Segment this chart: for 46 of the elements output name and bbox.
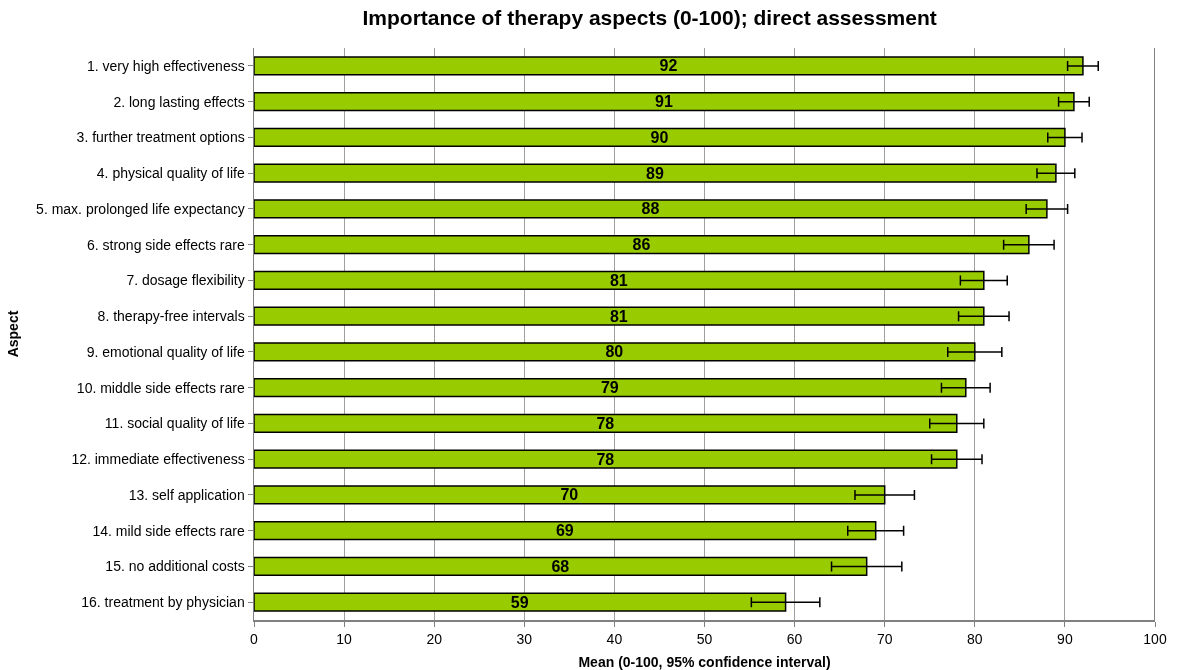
data-label: 92 xyxy=(659,57,678,75)
y-tick-label: 5. max. prolonged life expectancy xyxy=(36,200,245,217)
data-label: 90 xyxy=(650,128,669,146)
data-label: 78 xyxy=(596,450,615,468)
x-tick-label: 60 xyxy=(786,630,803,647)
x-tick-label: 90 xyxy=(1057,630,1073,647)
data-label: 91 xyxy=(655,93,673,111)
y-tick-label: 16. treatment by physician xyxy=(81,594,245,611)
y-tick-label: 7. dosage flexibility xyxy=(126,272,245,289)
data-label: 81 xyxy=(609,307,628,325)
data-label: 86 xyxy=(632,236,651,254)
y-tick-label: 10. middle side effects rare xyxy=(76,379,245,396)
y-tick-label: 6. strong side effects rare xyxy=(86,236,245,253)
data-label: 80 xyxy=(605,343,624,361)
x-tick-label: 80 xyxy=(967,630,983,647)
chart-title: Importance of therapy aspects (0-100); direct assessment xyxy=(362,5,937,29)
y-tick-label: 3. further treatment options xyxy=(76,129,245,146)
y-tick-label: 13. self application xyxy=(128,486,245,503)
x-axis-title: Mean (0-100, 95% confidence interval) xyxy=(578,654,831,670)
x-tick-label: 70 xyxy=(876,630,893,647)
data-label: 88 xyxy=(641,200,660,218)
y-tick-label: 14. mild side effects rare xyxy=(92,522,245,539)
y-tick-label: 15. no additional costs xyxy=(105,558,245,575)
data-label: 81 xyxy=(609,271,628,289)
data-label: 89 xyxy=(646,164,664,182)
data-label: 79 xyxy=(600,379,619,397)
x-tick-label: 40 xyxy=(606,630,623,647)
x-tick-label: 50 xyxy=(696,630,713,647)
x-tick-label: 100 xyxy=(1143,630,1167,647)
x-tick-label: 20 xyxy=(426,630,443,647)
x-tick-label: 10 xyxy=(336,630,353,647)
y-tick-label: 12. immediate effectiveness xyxy=(71,451,245,468)
y-axis-title: Aspect xyxy=(4,310,21,358)
y-tick-label: 4. physical quality of life xyxy=(96,165,245,182)
data-label: 68 xyxy=(551,557,570,575)
y-tick-label: 11. social quality of life xyxy=(104,415,245,432)
y-tick-label: 8. therapy-free intervals xyxy=(97,308,245,325)
data-label: 69 xyxy=(555,522,574,540)
data-label: 70 xyxy=(560,486,579,504)
data-label: 78 xyxy=(596,414,615,432)
y-tick-label: 9. emotional quality of life xyxy=(86,343,245,360)
x-tick-label: 30 xyxy=(516,630,533,647)
data-label: 59 xyxy=(510,593,529,611)
y-tick-label: 2. long lasting effects xyxy=(113,93,245,110)
x-tick-label: 0 xyxy=(250,630,259,647)
y-tick-label: 1. very high effectiveness xyxy=(86,57,245,74)
